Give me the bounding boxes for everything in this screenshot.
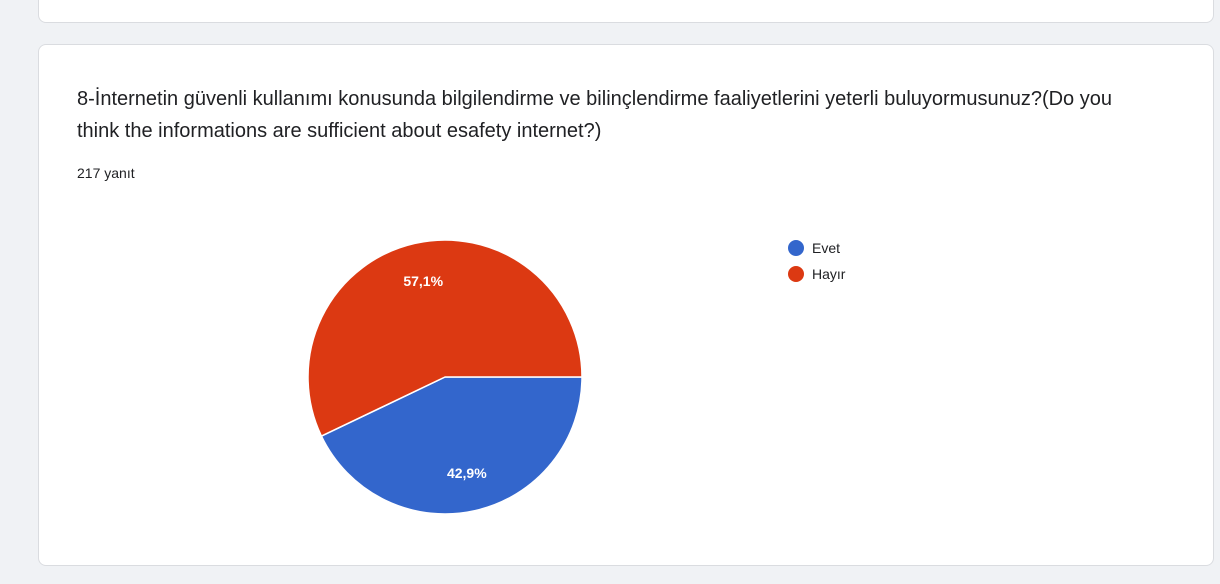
legend-marker-hayır (788, 266, 804, 282)
legend-label-hayır: Hayır (812, 266, 846, 282)
chart-legend: Evet Hayır (788, 240, 846, 282)
legend-label-evet: Evet (812, 240, 840, 256)
pie-slices (307, 239, 583, 515)
response-count: 217 yanıt (77, 165, 135, 181)
pie-slice-labels: 42,9% 57,1% (403, 273, 487, 481)
slice-label-hayır: 57,1% (403, 273, 443, 289)
pie-chart: 42,9% 57,1% Evet Hayır (307, 239, 846, 515)
slice-label-evet: 42,9% (447, 465, 487, 481)
question-card: 8-İnternetin güvenli kullanımı konusunda… (38, 44, 1214, 566)
previous-question-card (38, 0, 1214, 23)
question-title: 8-İnternetin güvenli kullanımı konusunda… (77, 88, 1112, 142)
legend-marker-evet (788, 240, 804, 256)
pie-slice-evet[interactable] (320, 376, 583, 515)
pie-slice-hayır[interactable] (307, 239, 583, 438)
